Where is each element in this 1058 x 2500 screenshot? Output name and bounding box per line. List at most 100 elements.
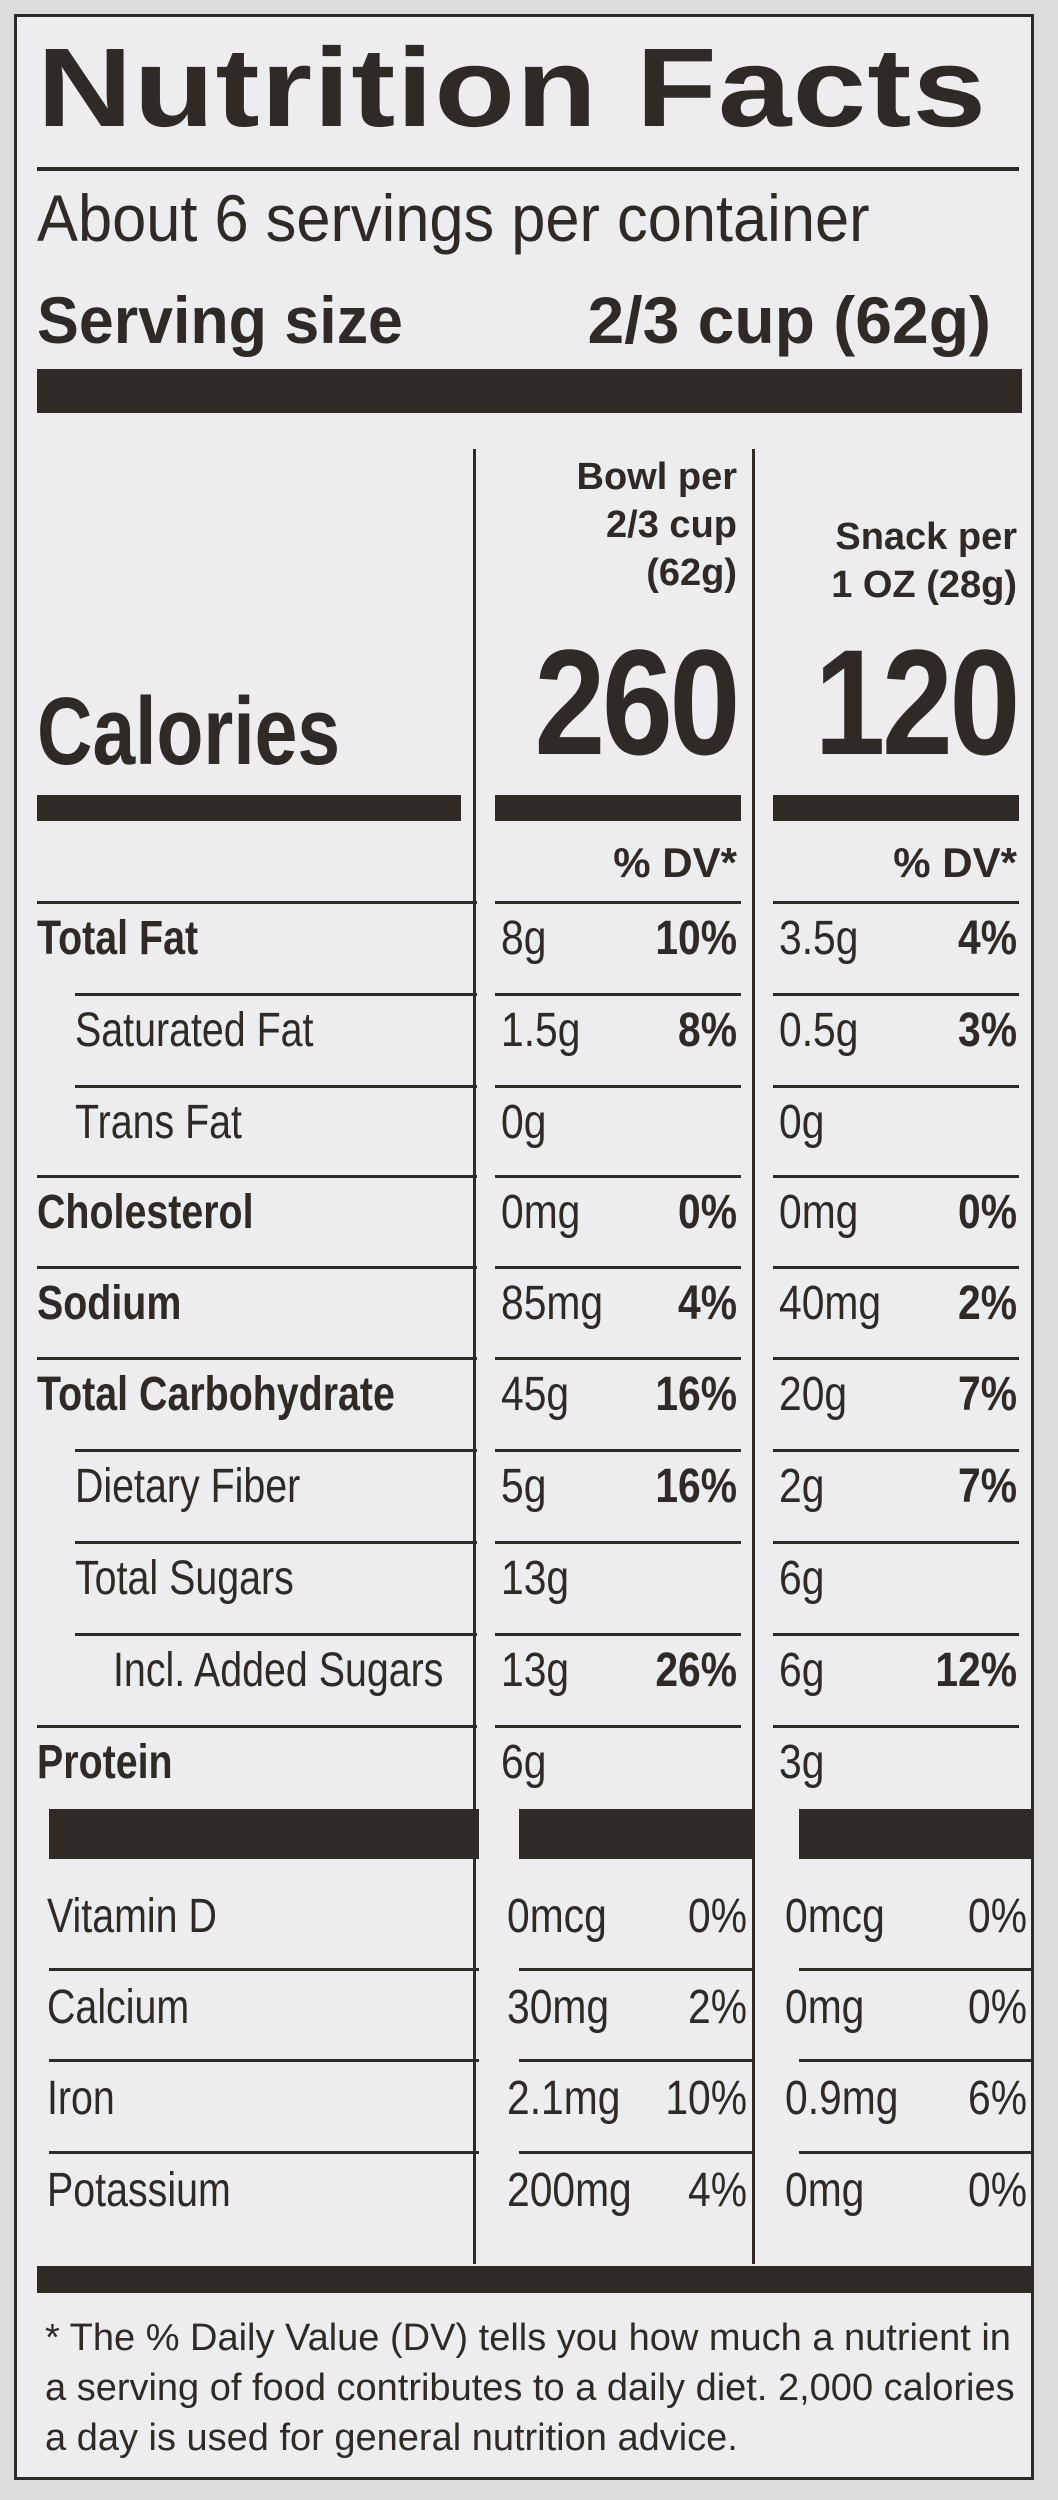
column-1-percent-dv: 10%	[665, 2072, 747, 2125]
title-rule	[37, 167, 1019, 171]
vitamin-name: Vitamin D	[47, 1890, 217, 1943]
column-2-amount: 0mg	[785, 2164, 865, 2217]
column-2-amount: 6g	[779, 1644, 825, 1697]
column-2-percent-dv: 4%	[958, 912, 1017, 965]
row-rule-name	[37, 1175, 477, 1178]
column-1-amount: 0g	[501, 1096, 547, 1149]
row-rule-col2	[773, 901, 1019, 904]
footnote: * The % Daily Value (DV) tells you how m…	[45, 2317, 1015, 2459]
column-2-amount: 6g	[779, 1552, 825, 1605]
vitamin-rule-col2	[799, 1968, 1031, 1971]
column-1-percent-dv: 2%	[688, 1981, 747, 2034]
column-1-dv-header: % DV*	[613, 839, 737, 886]
nutrient-name: Cholesterol	[37, 1186, 254, 1239]
row-rule-col2	[773, 1085, 1019, 1088]
row-rule-col1	[495, 1449, 741, 1452]
column-2-percent-dv: 7%	[958, 1368, 1017, 1421]
vitamin-rule-name	[49, 2059, 479, 2062]
column-1-amount: 13g	[501, 1644, 570, 1697]
vitamin-rule-name	[49, 1968, 479, 1971]
column-1-amount: 2.1mg	[507, 2072, 621, 2125]
vitamin-rule-col2	[799, 2059, 1031, 2062]
column-1-amount: 30mg	[507, 1981, 610, 2034]
row-rule-name	[37, 1266, 477, 1269]
column-1-percent-dv: 4%	[688, 2164, 747, 2217]
row-rule-col2	[773, 993, 1019, 996]
column-1-percent-dv: 8%	[678, 1004, 737, 1057]
calories-bar-col2	[773, 795, 1019, 821]
row-rule-name	[37, 1357, 477, 1360]
column-2-percent-dv: 0%	[968, 2164, 1027, 2217]
row-rule-col1	[495, 1085, 741, 1088]
column-1-amount: 8g	[501, 912, 547, 965]
column-2-calories: 120	[814, 618, 1020, 786]
column-divider-2	[752, 449, 755, 2264]
nutrient-name: Trans Fat	[75, 1096, 242, 1149]
row-rule-col1	[495, 901, 741, 904]
row-rule-col1	[495, 1541, 741, 1544]
vitamin-rule-col1	[519, 1968, 755, 1971]
calories-label: Calories	[37, 678, 341, 785]
row-rule-col1	[495, 1175, 741, 1178]
nutrient-name: Total Fat	[37, 912, 199, 965]
column-1-percent-dv: 4%	[678, 1277, 737, 1330]
vitamin-bar-col1	[519, 1809, 755, 1859]
column-2-amount: 0.5g	[779, 1004, 859, 1057]
column-divider-1	[473, 449, 476, 2264]
column-2-amount: 0mg	[785, 1981, 865, 2034]
column-1-amount: 1.5g	[501, 1004, 581, 1057]
column-1-header: Bowl per 2/3 cup (62g)	[487, 453, 737, 597]
row-rule-col2	[773, 1449, 1019, 1452]
nutrient-name: Total Sugars	[75, 1552, 294, 1605]
vitamin-rule-name	[49, 2151, 479, 2154]
column-1-calories: 260	[534, 618, 740, 786]
footnote-thick-bar	[37, 2266, 1032, 2293]
row-rule-col1	[495, 1357, 741, 1360]
row-rule-name	[75, 1633, 477, 1636]
row-rule-name	[75, 993, 477, 996]
column-1-amount: 13g	[501, 1552, 570, 1605]
column-2-amount: 0mg	[779, 1186, 859, 1239]
row-rule-col2	[773, 1633, 1019, 1636]
row-rule-col2	[773, 1175, 1019, 1178]
nutrient-name: Dietary Fiber	[75, 1460, 301, 1513]
column-2-percent-dv: 6%	[968, 2072, 1027, 2125]
column-2-percent-dv: 12%	[935, 1644, 1017, 1697]
column-1-amount: 200mg	[507, 2164, 632, 2217]
column-2-percent-dv: 0%	[968, 1981, 1027, 2034]
vitamin-rule-col1	[519, 2151, 755, 2154]
column-1-percent-dv: 16%	[655, 1368, 737, 1421]
calories-bar-col1	[495, 795, 741, 821]
row-rule-col2	[773, 1541, 1019, 1544]
column-1-amount: 0mcg	[507, 1890, 607, 1943]
row-rule-col2	[773, 1266, 1019, 1269]
vitamin-rule-col1	[519, 2059, 755, 2062]
nutrition-label: Nutrition Facts About 6 servings per con…	[14, 14, 1034, 2480]
column-1-percent-dv: 16%	[655, 1460, 737, 1513]
column-2-percent-dv: 3%	[958, 1004, 1017, 1057]
column-1-percent-dv: 26%	[655, 1644, 737, 1697]
row-rule-col1	[495, 993, 741, 996]
column-1-header-line1: Bowl per	[576, 456, 737, 498]
column-2-percent-dv: 7%	[958, 1460, 1017, 1513]
column-1-amount: 45g	[501, 1368, 570, 1421]
column-2-header: Snack per 1 OZ (28g)	[767, 513, 1017, 609]
column-2-amount: 0g	[779, 1096, 825, 1149]
vitamin-name: Potassium	[47, 2164, 231, 2217]
row-rule-name	[37, 901, 477, 904]
serving-size-label: Serving size	[37, 283, 403, 357]
column-1-amount: 5g	[501, 1460, 547, 1513]
column-1-amount: 85mg	[501, 1277, 604, 1330]
column-2-amount: 0.9mg	[785, 2072, 899, 2125]
row-rule-name	[37, 1725, 477, 1728]
row-rule-col1	[495, 1725, 741, 1728]
column-2-percent-dv: 2%	[958, 1277, 1017, 1330]
column-2-amount: 0mcg	[785, 1890, 885, 1943]
column-1-percent-dv: 10%	[655, 912, 737, 965]
column-1-header-line3: (62g)	[646, 552, 737, 594]
row-rule-name	[75, 1085, 477, 1088]
calories-bar-left	[37, 795, 461, 821]
label-title: Nutrition Facts	[37, 25, 988, 150]
column-2-amount: 3g	[779, 1736, 825, 1789]
vitamin-bar-left	[49, 1809, 479, 1859]
